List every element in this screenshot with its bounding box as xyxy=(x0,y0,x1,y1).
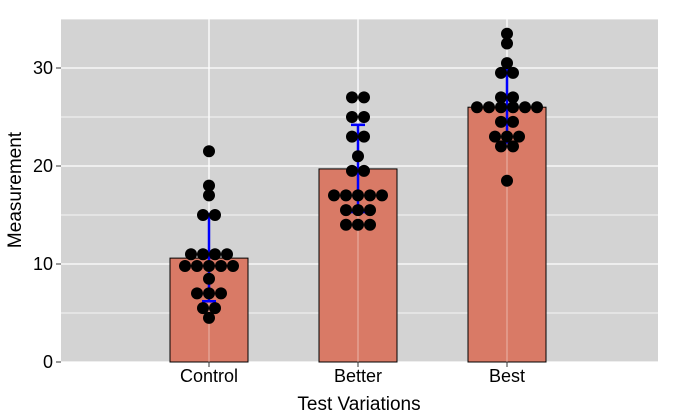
data-point-control-18 xyxy=(197,302,209,315)
data-point-better-14 xyxy=(340,204,352,217)
data-point-better-13 xyxy=(376,189,388,202)
y-tick-label-0: 0 xyxy=(43,352,53,372)
data-point-best-4 xyxy=(507,66,519,79)
y-tick-label-30: 30 xyxy=(33,58,53,78)
bar-layer xyxy=(169,106,547,363)
data-point-best-15 xyxy=(489,130,501,143)
data-point-control-14 xyxy=(203,272,215,285)
data-point-best-5 xyxy=(495,91,507,104)
data-point-control-10 xyxy=(191,259,203,272)
data-point-better-12 xyxy=(364,189,376,202)
data-point-control-16 xyxy=(203,287,215,300)
data-point-better-11 xyxy=(352,189,364,202)
data-point-better-10 xyxy=(340,189,352,202)
data-point-best-11 xyxy=(519,101,531,114)
data-point-control-12 xyxy=(215,259,227,272)
data-point-control-9 xyxy=(179,259,191,272)
data-point-best-1 xyxy=(501,37,513,50)
data-point-control-11 xyxy=(203,259,215,272)
data-point-better-5 xyxy=(358,130,370,143)
data-point-best-10 xyxy=(507,101,519,114)
data-point-best-3 xyxy=(495,66,507,79)
data-point-best-6 xyxy=(507,91,519,104)
x-axis-ticks: Control Better Best xyxy=(180,362,525,386)
y-axis-ticks: 0 10 20 30 xyxy=(33,58,61,372)
data-point-best-9 xyxy=(495,101,507,114)
point-layer xyxy=(179,27,543,324)
data-point-better-17 xyxy=(340,218,352,231)
data-point-better-16 xyxy=(364,204,376,217)
bar-best xyxy=(467,106,547,363)
data-point-control-20 xyxy=(203,311,215,324)
data-point-better-7 xyxy=(346,164,358,177)
data-point-control-5 xyxy=(185,248,197,261)
data-point-better-9 xyxy=(328,189,340,202)
data-point-best-7 xyxy=(471,101,483,114)
data-point-control-13 xyxy=(227,259,239,272)
data-point-control-6 xyxy=(197,248,209,261)
data-point-control-19 xyxy=(209,302,221,315)
y-axis-title: Measurement xyxy=(5,131,26,248)
x-tick-label-better: Better xyxy=(334,366,382,386)
data-point-control-7 xyxy=(209,248,221,261)
data-point-better-19 xyxy=(364,218,376,231)
data-point-control-15 xyxy=(191,287,203,300)
data-point-better-0 xyxy=(346,91,358,104)
data-point-best-16 xyxy=(501,130,513,143)
data-point-better-8 xyxy=(358,164,370,177)
data-point-best-18 xyxy=(495,140,507,153)
data-point-control-3 xyxy=(197,209,209,221)
data-point-best-20 xyxy=(501,174,513,187)
y-tick-label-20: 20 xyxy=(33,156,53,176)
y-tick-label-10: 10 xyxy=(33,254,53,274)
data-point-control-17 xyxy=(215,287,227,300)
data-point-control-2 xyxy=(203,189,215,202)
x-axis-title: Test Variations xyxy=(297,394,420,415)
data-point-control-4 xyxy=(209,209,221,221)
data-point-control-0 xyxy=(203,145,215,158)
x-tick-label-control: Control xyxy=(180,366,238,386)
data-point-better-15 xyxy=(352,204,364,217)
data-point-best-2 xyxy=(501,57,513,70)
data-point-better-18 xyxy=(352,218,364,231)
data-point-control-8 xyxy=(221,248,233,261)
data-point-best-19 xyxy=(507,140,519,153)
data-point-control-1 xyxy=(203,179,215,192)
data-point-best-8 xyxy=(483,101,495,114)
data-point-better-3 xyxy=(358,111,370,123)
data-point-best-13 xyxy=(495,115,507,128)
data-point-best-12 xyxy=(531,101,543,114)
data-point-better-1 xyxy=(358,91,370,104)
data-point-better-6 xyxy=(352,150,364,163)
data-point-best-17 xyxy=(513,130,525,143)
data-point-best-14 xyxy=(507,115,519,128)
data-point-better-2 xyxy=(346,111,358,123)
data-point-best-0 xyxy=(501,27,513,40)
data-point-better-4 xyxy=(346,130,358,143)
x-tick-label-best: Best xyxy=(489,366,525,386)
